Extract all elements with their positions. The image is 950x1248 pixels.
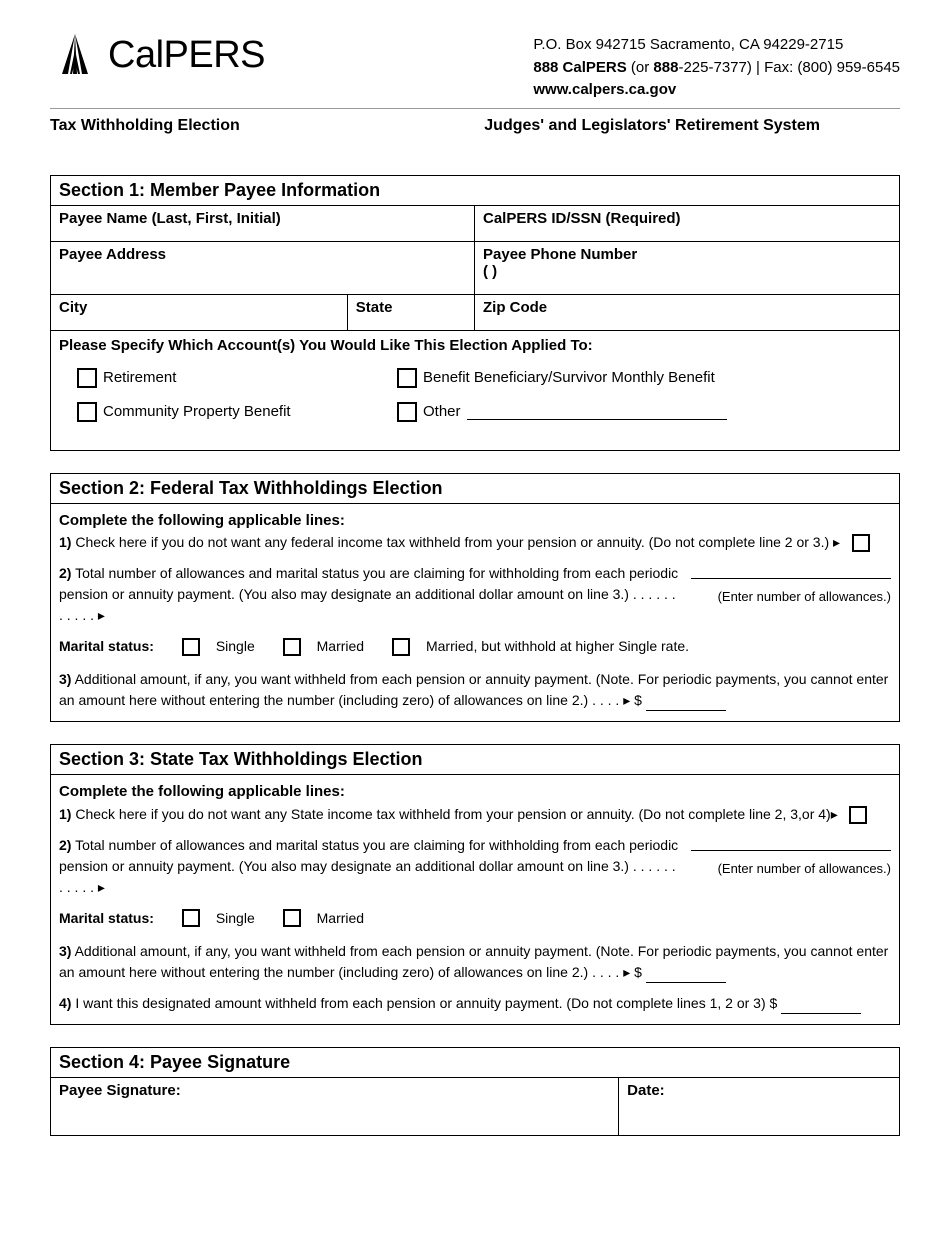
po-box: P.O. Box 942715 Sacramento, CA 94229-271…	[533, 34, 900, 57]
field-date[interactable]: Date:	[619, 1078, 899, 1135]
field-payee-name[interactable]: Payee Name (Last, First, Initial)	[51, 206, 475, 241]
input-other-text[interactable]	[467, 404, 727, 420]
checkbox-community[interactable]	[77, 402, 97, 422]
field-zip[interactable]: Zip Code	[475, 295, 899, 330]
checkbox-benefit[interactable]	[397, 368, 417, 388]
title-right: Judges' and Legislators' Retirement Syst…	[484, 117, 820, 135]
calpers-logo-icon	[50, 30, 100, 80]
input-s3-additional[interactable]	[646, 969, 726, 983]
s2-line3: 3) Additional amount, if any, you want w…	[59, 669, 891, 711]
label-other: Other	[423, 403, 461, 420]
input-s2-allowances[interactable]	[691, 563, 891, 579]
input-s3-allowances[interactable]	[691, 835, 891, 851]
field-state[interactable]: State	[348, 295, 475, 330]
label-retirement: Retirement	[103, 369, 176, 386]
field-payee-address[interactable]: Payee Address	[51, 242, 475, 294]
accounts-title: Please Specify Which Account(s) You Woul…	[59, 337, 891, 354]
page-header: CalPERS P.O. Box 942715 Sacramento, CA 9…	[50, 30, 900, 102]
s3-line4: 4) I want this designated amount withhel…	[59, 993, 891, 1014]
logo-text: CalPERS	[108, 34, 265, 77]
website-line: www.calpers.ca.gov	[533, 79, 900, 102]
s2-marital-row: Marital status: Single Married Married, …	[59, 636, 891, 657]
checkbox-s2-single[interactable]	[182, 638, 200, 656]
input-s2-additional[interactable]	[646, 697, 726, 711]
checkbox-s2-married[interactable]	[283, 638, 301, 656]
s3-line1: 1) Check here if you do not want any Sta…	[59, 804, 891, 825]
s3-line3: 3) Additional amount, if any, you want w…	[59, 941, 891, 983]
checkbox-s3-single[interactable]	[182, 909, 200, 927]
field-signature[interactable]: Payee Signature:	[51, 1078, 619, 1135]
field-payee-phone[interactable]: Payee Phone Number ( )	[475, 242, 899, 294]
header-divider	[50, 108, 900, 109]
s3-line2: (Enter number of allowances.) 2) Total n…	[59, 835, 891, 898]
checkbox-retirement[interactable]	[77, 368, 97, 388]
section-3-header: Section 3: State Tax Withholdings Electi…	[51, 745, 899, 775]
s3-marital-row: Marital status: Single Married	[59, 908, 891, 929]
phone-line: 888 CalPERS (or 888-225-7377) | Fax: (80…	[533, 57, 900, 80]
section-3: Section 3: State Tax Withholdings Electi…	[50, 744, 900, 1025]
section-2: Section 2: Federal Tax Withholdings Elec…	[50, 473, 900, 723]
section-1: Section 1: Member Payee Information Paye…	[50, 175, 900, 451]
section-4: Section 4: Payee Signature Payee Signatu…	[50, 1047, 900, 1136]
section-1-header: Section 1: Member Payee Information	[51, 176, 899, 206]
s2-line2: (Enter number of allowances.) 2) Total n…	[59, 563, 891, 626]
field-city[interactable]: City	[51, 295, 348, 330]
checkbox-other[interactable]	[397, 402, 417, 422]
s2-line1: 1) Check here if you do not want any fed…	[59, 532, 891, 553]
label-community: Community Property Benefit	[103, 403, 291, 420]
input-s3-designated[interactable]	[781, 1000, 861, 1014]
field-calpers-id[interactable]: CalPERS ID/SSN (Required)	[475, 206, 899, 241]
logo-block: CalPERS	[50, 30, 265, 80]
checkbox-s2-no-federal[interactable]	[852, 534, 870, 552]
checkbox-s2-married-higher[interactable]	[392, 638, 410, 656]
section-3-complete: Complete the following applicable lines:	[59, 781, 891, 804]
section-2-header: Section 2: Federal Tax Withholdings Elec…	[51, 474, 899, 504]
title-left: Tax Withholding Election	[50, 117, 240, 135]
checkbox-s3-no-state[interactable]	[849, 806, 867, 824]
section-2-complete: Complete the following applicable lines:	[59, 510, 891, 533]
contact-info: P.O. Box 942715 Sacramento, CA 94229-271…	[533, 30, 900, 102]
checkbox-s3-married[interactable]	[283, 909, 301, 927]
section-4-header: Section 4: Payee Signature	[51, 1048, 899, 1078]
title-row: Tax Withholding Election Judges' and Leg…	[50, 117, 900, 135]
label-benefit: Benefit Beneficiary/Survivor Monthly Ben…	[423, 369, 715, 386]
